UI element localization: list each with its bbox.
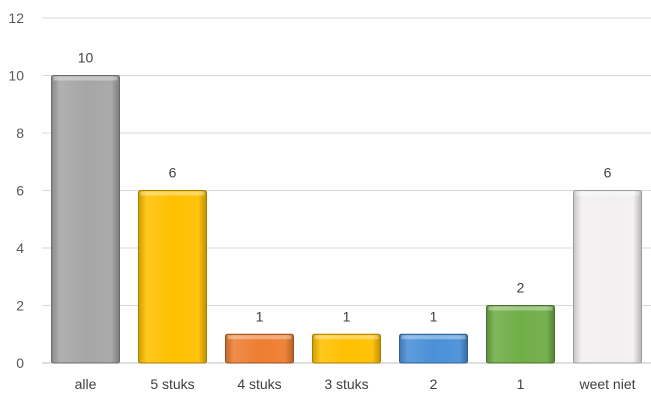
bar <box>51 75 120 364</box>
bar <box>573 190 642 364</box>
bar <box>486 305 555 364</box>
y-tick-label: 8 <box>16 125 24 141</box>
bar <box>138 190 207 364</box>
bar-highlight <box>53 76 118 81</box>
x-tick-label: 5 stuks <box>150 376 194 392</box>
bar-highlight <box>575 191 640 196</box>
y-tick-label: 10 <box>8 68 24 84</box>
data-label: 6 <box>169 165 177 181</box>
y-tick-label: 0 <box>16 355 24 371</box>
data-labels: 10 6 1 1 1 2 6 <box>78 50 612 325</box>
x-tick-label: alle <box>75 376 97 392</box>
x-axis: alle 5 stuks 4 stuks 3 stuks 2 1 weet niet <box>75 376 636 392</box>
bar <box>399 333 468 364</box>
bars <box>51 75 642 364</box>
y-tick-label: 12 <box>8 10 24 26</box>
bar-highlight <box>488 306 553 311</box>
data-label: 6 <box>604 165 612 181</box>
y-tick-label: 6 <box>16 183 24 199</box>
bar-highlight <box>140 191 205 196</box>
x-tick-label: 4 stuks <box>237 376 281 392</box>
data-label: 2 <box>517 280 525 296</box>
bar <box>225 333 294 364</box>
data-label: 1 <box>256 308 264 324</box>
bar-highlight <box>401 335 466 340</box>
x-tick-label: 1 <box>517 376 525 392</box>
x-tick-label: 2 <box>430 376 438 392</box>
bar <box>312 333 381 364</box>
bar-highlight <box>227 335 292 340</box>
x-tick-label: weet niet <box>578 376 635 392</box>
y-tick-label: 2 <box>16 298 24 314</box>
data-label: 1 <box>430 308 438 324</box>
data-label: 1 <box>343 308 351 324</box>
y-axis: 0 2 4 6 8 10 12 <box>8 10 24 371</box>
y-tick-label: 4 <box>16 240 24 256</box>
data-label: 10 <box>78 50 94 66</box>
bar-highlight <box>314 335 379 340</box>
x-tick-label: 3 stuks <box>324 376 368 392</box>
